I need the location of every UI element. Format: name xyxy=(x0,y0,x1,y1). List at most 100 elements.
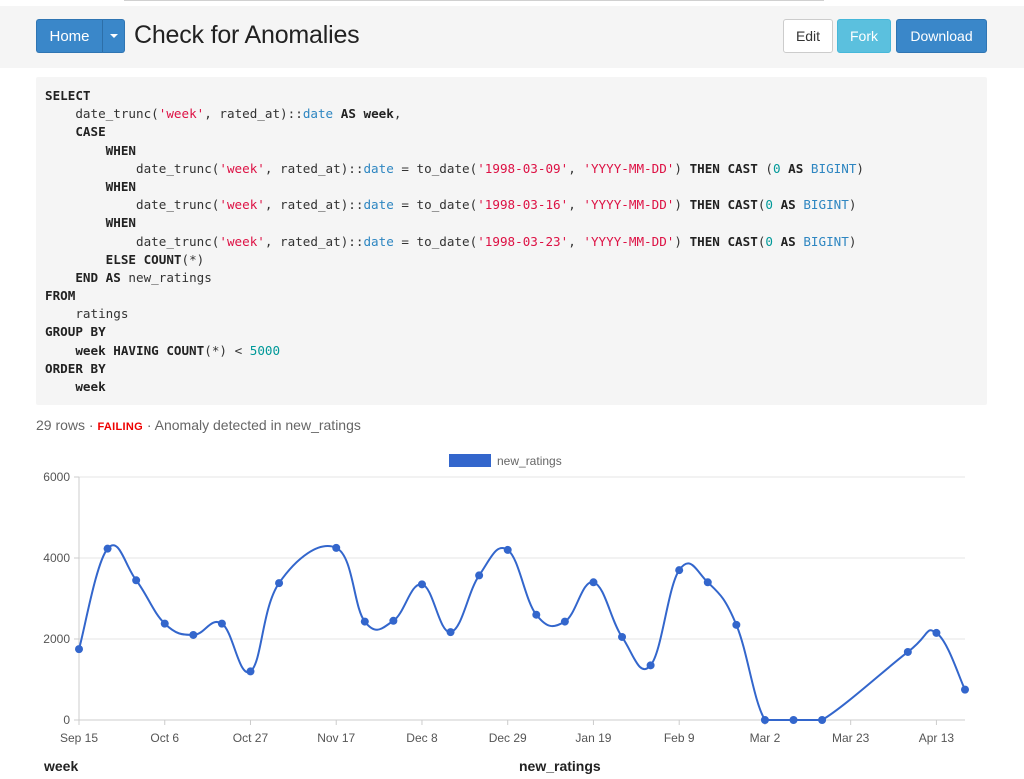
data-point xyxy=(961,685,969,694)
sql-token: week xyxy=(45,379,106,394)
page-title: Check for Anomalies xyxy=(134,21,360,49)
sql-token: date xyxy=(363,233,394,249)
data-point xyxy=(103,544,112,553)
sql-token: 'week' xyxy=(219,233,265,249)
y-tick-label: 4000 xyxy=(43,551,70,565)
sql-token: (*) < xyxy=(204,342,250,358)
sql-token: date_trunc( xyxy=(45,160,220,176)
legend-label: new_ratings xyxy=(497,454,562,468)
sql-token: = to_date( xyxy=(393,160,478,176)
header-bar: Home Check for Anomalies Edit Fork Downl… xyxy=(0,6,1024,68)
data-point xyxy=(589,578,598,587)
fork-button[interactable]: Fork xyxy=(837,19,891,53)
sql-token: 'YYYY-MM-DD' xyxy=(583,160,675,176)
sql-token: date xyxy=(363,160,394,176)
data-point xyxy=(217,619,226,628)
sql-line: GROUP BY xyxy=(45,323,978,341)
sql-token: , rated_at):: xyxy=(264,197,364,213)
sql-token: ( xyxy=(757,160,773,176)
sql-token: , xyxy=(568,197,584,213)
sql-token: '1998-03-23' xyxy=(477,233,569,249)
data-point xyxy=(703,578,712,587)
sql-token: 5000 xyxy=(249,342,281,358)
sql-query-block: SELECT date_trunc('week', rated_at)::dat… xyxy=(36,77,987,405)
x-tick-label: Apr 13 xyxy=(919,731,955,745)
sql-token: ) xyxy=(848,197,857,213)
x-tick-label: Oct 27 xyxy=(233,731,269,745)
sql-token: END AS xyxy=(45,269,121,285)
data-point xyxy=(818,716,827,724)
data-point xyxy=(475,571,484,580)
edit-button[interactable]: Edit xyxy=(783,19,833,53)
sql-token: = to_date( xyxy=(393,197,478,213)
status-badge: FAILING xyxy=(97,421,143,433)
series-line-new-ratings xyxy=(78,544,966,722)
sql-token: , xyxy=(568,233,584,249)
sql-token: 'YYYY-MM-DD' xyxy=(583,233,675,249)
sql-token: 'week' xyxy=(219,197,265,213)
sql-line: week HAVING COUNT(*) < 5000 xyxy=(45,342,978,360)
sql-token: BIGINT xyxy=(803,197,849,213)
x-tick-label: Dec 29 xyxy=(489,731,527,745)
sql-token: ) xyxy=(674,233,690,249)
data-point xyxy=(360,617,369,626)
data-point xyxy=(789,716,798,724)
sql-token: , rated_at):: xyxy=(264,233,364,249)
download-button[interactable]: Download xyxy=(896,19,987,53)
sql-token: WHEN xyxy=(45,142,136,158)
home-button[interactable]: Home xyxy=(36,19,102,53)
sql-line: WHEN xyxy=(45,178,978,196)
data-point xyxy=(189,630,198,639)
x-tick-label: Nov 17 xyxy=(317,731,355,745)
sql-token: THEN CAST xyxy=(689,197,758,213)
sql-line: WHEN xyxy=(45,214,978,232)
sql-token: ELSE COUNT xyxy=(45,251,182,267)
data-point xyxy=(646,661,655,670)
sql-token: BIGINT xyxy=(803,233,849,249)
x-tick-label: Sep 15 xyxy=(60,731,98,745)
sql-line: WHEN xyxy=(45,142,978,160)
y-axis-column-label: new_ratings xyxy=(519,758,601,774)
sql-token: FROM xyxy=(45,288,76,304)
row-count: 29 rows · xyxy=(36,417,98,433)
sql-token: THEN CAST xyxy=(689,233,758,249)
data-point xyxy=(732,620,741,629)
sql-token: , xyxy=(393,106,402,122)
y-tick-label: 2000 xyxy=(43,632,70,646)
sql-line: CASE xyxy=(45,123,978,141)
sql-token: AS xyxy=(333,106,364,122)
sql-token: , xyxy=(568,160,584,176)
sql-token: , rated_at):: xyxy=(204,106,303,122)
data-point xyxy=(132,576,141,585)
sql-token: (*) xyxy=(181,251,205,267)
legend-swatch xyxy=(449,454,491,467)
home-dropdown-toggle[interactable] xyxy=(102,19,125,53)
data-point xyxy=(532,610,541,619)
sql-token: AS xyxy=(773,233,804,249)
sql-token: , rated_at):: xyxy=(264,160,364,176)
query-status: 29 rows · FAILING · Anomaly detected in … xyxy=(36,417,361,433)
y-tick-label: 6000 xyxy=(43,470,70,484)
sql-token: ( xyxy=(757,233,766,249)
sql-token: date_trunc( xyxy=(45,197,220,213)
sql-line: ratings xyxy=(45,305,978,323)
data-point xyxy=(760,716,769,724)
sql-token: ratings xyxy=(45,306,129,322)
sql-line: ELSE COUNT(*) xyxy=(45,251,978,269)
sql-token: new_ratings xyxy=(120,269,212,285)
sql-line: SELECT xyxy=(45,87,978,105)
sql-token: week xyxy=(363,106,394,122)
sql-token: BIGINT xyxy=(810,160,857,176)
data-point xyxy=(75,645,83,654)
sql-token: 'week' xyxy=(219,160,265,176)
sql-line: date_trunc('week', rated_at)::date = to_… xyxy=(45,233,978,251)
data-point xyxy=(903,647,912,656)
x-tick-label: Feb 9 xyxy=(664,731,695,745)
sql-line: date_trunc('week', rated_at)::date AS we… xyxy=(45,105,978,123)
sql-token: WHEN xyxy=(45,215,136,231)
x-tick-label: Mar 2 xyxy=(750,731,781,745)
x-tick-label: Dec 8 xyxy=(406,731,438,745)
sql-token: week HAVING COUNT xyxy=(45,342,205,358)
sql-token: date xyxy=(363,197,394,213)
x-tick-label: Jan 19 xyxy=(575,731,611,745)
